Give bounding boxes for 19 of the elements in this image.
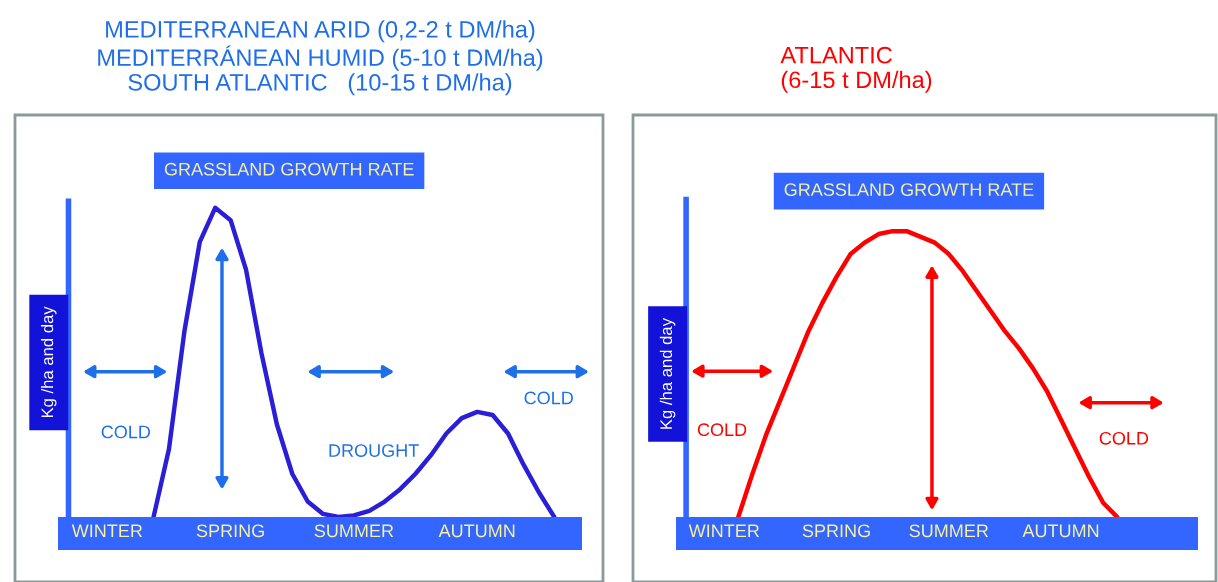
annotation: COLD xyxy=(1099,431,1149,445)
annotation: COLD xyxy=(101,425,151,439)
x-tick-label: SPRING xyxy=(196,524,264,538)
x-tick-label: SPRING xyxy=(802,524,870,538)
y-axis-title: Kg /ha and day xyxy=(659,318,676,429)
x-tick-label: SUMMER xyxy=(909,524,989,538)
chart-subtitle: GRASSLAND GROWTH RATE xyxy=(164,162,414,176)
x-tick-label: SUMMER xyxy=(314,524,394,538)
annotation: COLD xyxy=(524,391,573,405)
y-axis-title: Kg /ha and day xyxy=(40,306,57,418)
chart-subtitle: GRASSLAND GROWTH RATE xyxy=(784,183,1034,196)
annotation: COLD xyxy=(697,423,747,437)
x-tick-label: AUTUMN xyxy=(438,524,515,538)
x-tick-label: AUTUMN xyxy=(1022,524,1099,538)
chart-title: ATLANTIC (6-15 t DM/ha) xyxy=(780,46,932,93)
x-tick-label: WINTER xyxy=(71,524,143,538)
annotation: DROUGHT xyxy=(329,444,419,457)
x-tick-label: WINTER xyxy=(688,524,760,538)
chart-title: MEDITERRANEAN ARID (0,2-2 t DM/ha) MEDITERRÁNEAN HUMID (5-10 t DM/ha) SOUTH ATLANTIC (10-15 t DM/ha) xyxy=(98,20,543,96)
